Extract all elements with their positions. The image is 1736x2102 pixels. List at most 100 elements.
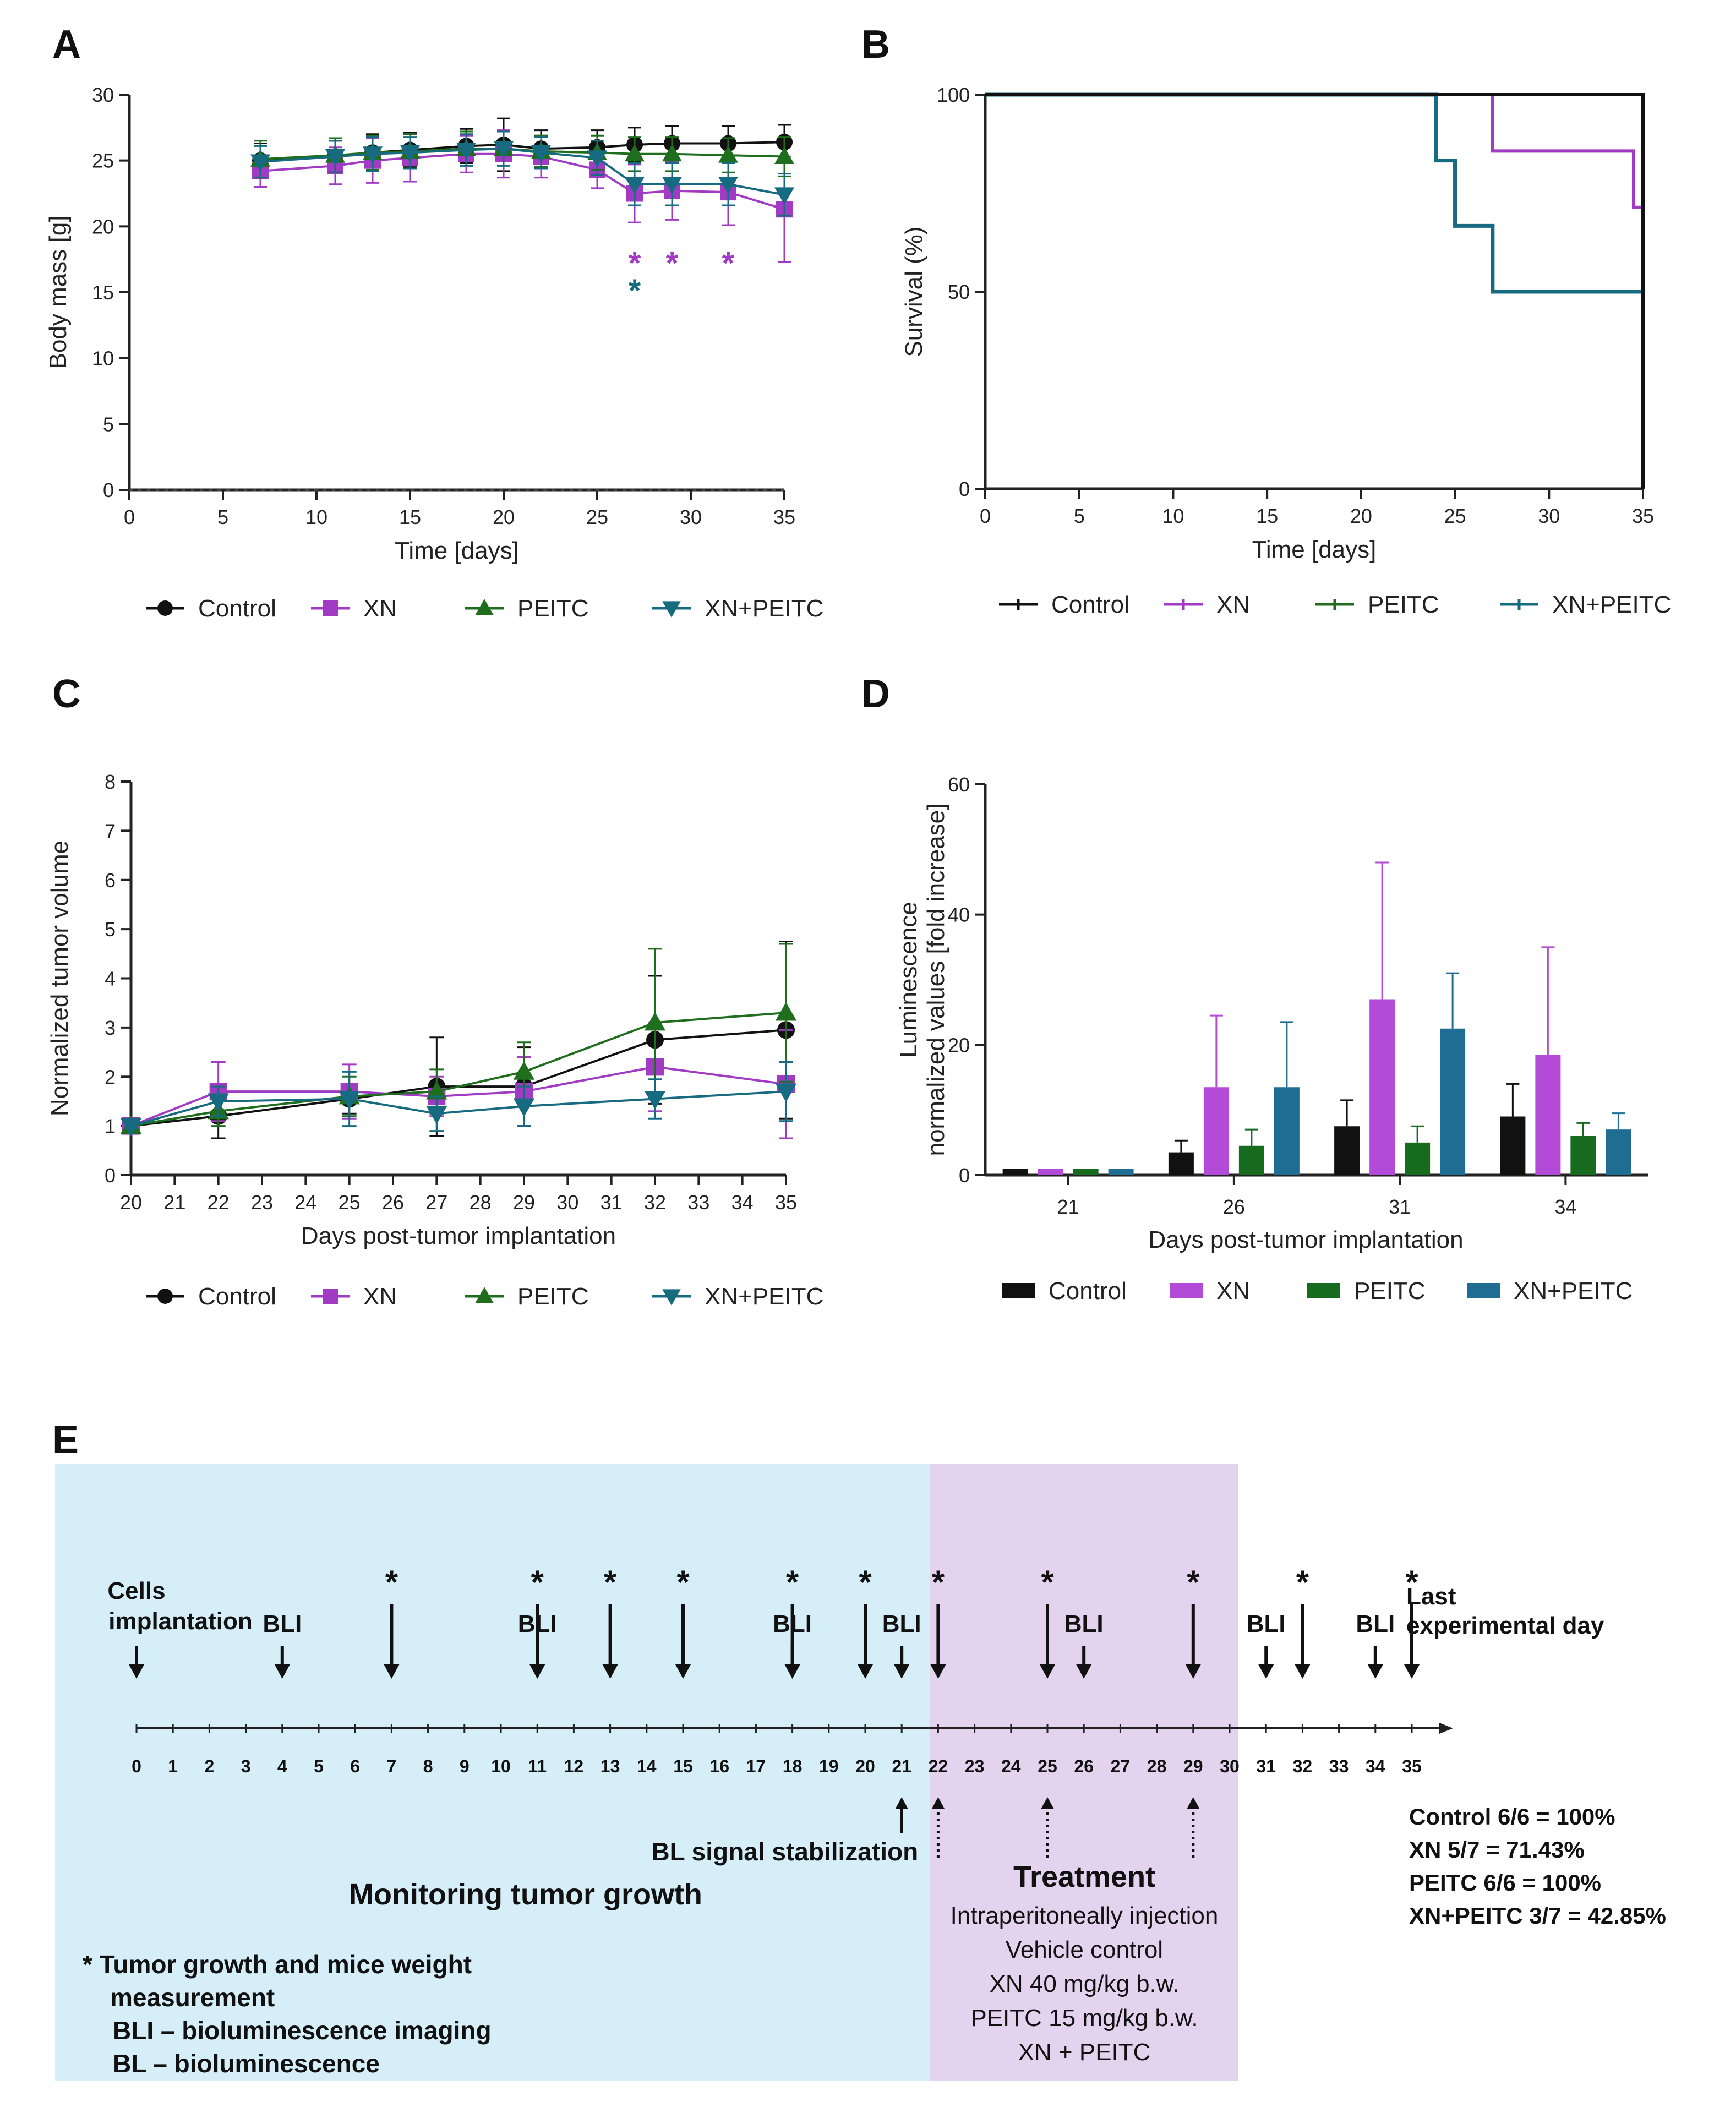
y-tick-label: 50 (948, 281, 970, 303)
legend-label-xn: XN (1216, 591, 1250, 618)
data-point-xn-peitc (363, 146, 383, 164)
bar-peitc (1238, 1145, 1264, 1175)
bli-arrow-head (894, 1664, 910, 1679)
timeline-day-label: 6 (350, 1756, 360, 1776)
timeline-day-label: 35 (1402, 1756, 1422, 1776)
x-tick-label: 25 (339, 1191, 361, 1214)
data-point-peitc (625, 144, 645, 162)
star-arrow-head (384, 1664, 400, 1679)
data-point-xn-peitc (400, 145, 420, 163)
timeline-day-label: 20 (855, 1756, 875, 1776)
y-tick-label: 8 (105, 771, 116, 793)
x-tick-label: 34 (1554, 1195, 1576, 1218)
legend-label-xn: XN (363, 595, 397, 622)
bar-control (1168, 1152, 1194, 1175)
legend-label-control: Control (1049, 1277, 1127, 1304)
cells-label-1: Cells (107, 1577, 165, 1604)
legend-marker-xn-peitc (662, 1289, 681, 1306)
timeline-day-label: 19 (819, 1756, 839, 1776)
x-tick-label: 15 (1256, 505, 1278, 527)
x-tick-label: 25 (1444, 505, 1466, 527)
y-tick-label: 7 (105, 820, 116, 842)
cells-label-2: implantation (108, 1608, 253, 1635)
timeline-day-label: 15 (673, 1756, 693, 1776)
bli-arrow-head (274, 1664, 290, 1679)
last-day-label-2: experimental day (1406, 1612, 1604, 1639)
panel-label-e: E (52, 1418, 79, 1462)
survival-step-control (985, 93, 1645, 489)
significance-marker: * (629, 245, 641, 281)
x-tick-label: 30 (680, 506, 702, 528)
bli-arrow-head (1076, 1664, 1092, 1679)
timeline-day-label: 1 (168, 1756, 178, 1776)
x-tick-label: 21 (163, 1191, 185, 1214)
stabilization-label: BL signal stabilization (651, 1837, 918, 1866)
x-tick-label: 31 (600, 1191, 623, 1214)
star-arrow-head (1404, 1664, 1420, 1679)
timeline-day-label: 31 (1256, 1756, 1276, 1776)
x-tick-label: 20 (120, 1191, 142, 1214)
legend-label-peitc: PEITC (517, 595, 589, 622)
legend-label-xn-peitc: XN+PEITC (705, 595, 823, 622)
treatment-line: Vehicle control (1006, 1936, 1163, 1963)
y-axis-title: Body mass [g] (45, 216, 72, 369)
bar-xn-peitc (1606, 1129, 1631, 1175)
bli-label: BLI (1247, 1610, 1286, 1637)
data-point-xn-peitc (587, 150, 607, 168)
timeline-day-label: 8 (423, 1756, 433, 1776)
bar-xn-peitc (1440, 1028, 1466, 1175)
y-tick-label: 6 (105, 869, 116, 892)
significance-marker: * (629, 273, 641, 309)
timeline-day-label: 11 (528, 1756, 547, 1776)
x-tick-label: 30 (556, 1191, 578, 1214)
x-tick-label: 10 (1162, 505, 1184, 527)
bar-xn (1369, 999, 1395, 1175)
treatment-line: XN 40 mg/kg b.w. (990, 1970, 1180, 1997)
bar-control (1002, 1169, 1028, 1175)
stabilization-arrow-head (895, 1797, 909, 1809)
survival-summary-line: Control 6/6 = 100% (1409, 1804, 1615, 1830)
x-tick-label: 32 (644, 1191, 666, 1214)
timeline-day-label: 34 (1366, 1756, 1385, 1776)
star-marker: * (1296, 1564, 1309, 1601)
x-tick-label: 10 (305, 506, 327, 528)
x-tick-label: 35 (775, 1191, 797, 1214)
legend-marker-peitc (475, 1287, 494, 1303)
star-arrow-head (1040, 1664, 1055, 1679)
data-point-xn-peitc (494, 141, 514, 159)
timeline-day-label: 33 (1329, 1756, 1349, 1776)
cells-arrow-head (129, 1664, 144, 1679)
timeline-day-label: 24 (1001, 1756, 1021, 1776)
significance-marker: * (722, 245, 735, 281)
timeline-day-label: 25 (1038, 1756, 1057, 1776)
star-marker: * (786, 1564, 799, 1601)
star-marker: * (1405, 1564, 1418, 1601)
timeline-day-label: 2 (205, 1756, 215, 1776)
experiment-timeline: 0 1 2 3 4 5 6 7 8 9 10 11 12 13 14 15 16 17 18 19 20 21 22 23 24… (83, 1564, 1666, 2078)
y-axis-title: Survival (%) (900, 226, 927, 357)
bar-control (1334, 1126, 1360, 1175)
data-point-peitc (426, 1080, 447, 1100)
y-tick-label: 30 (92, 84, 114, 106)
x-tick-label: 0 (980, 505, 991, 527)
data-point-xn-peitc (250, 154, 270, 172)
legend-marker-control (157, 600, 173, 616)
y-tick-label: 0 (959, 1164, 970, 1187)
data-point-xn-peitc (120, 1118, 142, 1137)
x-tick-label: 20 (1350, 505, 1372, 527)
x-tick-label: 31 (1389, 1195, 1411, 1218)
bar-xn-peitc (1108, 1169, 1134, 1175)
treatment-line: XN + PEITC (1018, 2039, 1151, 2066)
data-point-peitc (662, 144, 682, 162)
last-day-label-1: Last (1406, 1583, 1456, 1610)
data-point-xn-peitc (339, 1091, 360, 1110)
timeline-day-label: 27 (1111, 1756, 1131, 1776)
monitoring-label: Monitoring tumor growth (349, 1878, 702, 1911)
timeline-day-label: 26 (1074, 1756, 1094, 1776)
y-tick-label: 25 (92, 150, 114, 172)
data-point-xn-peitc (718, 177, 738, 194)
treatment-region (930, 1464, 1238, 2081)
y-tick-label: 0 (103, 479, 114, 501)
timeline-day-label: 3 (241, 1756, 251, 1776)
timeline-day-label: 7 (387, 1756, 397, 1776)
